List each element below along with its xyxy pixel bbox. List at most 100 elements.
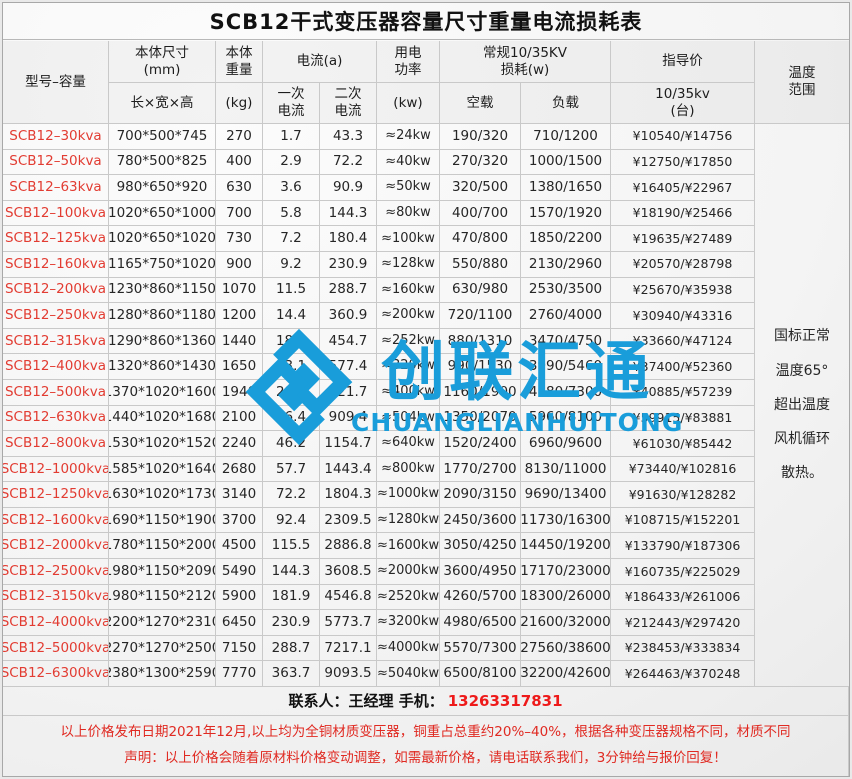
power-cell: ≈2000kw <box>377 559 440 585</box>
dims-cell: 1165*750*1020 <box>109 251 216 278</box>
dims-cell: 1320*860*1430 <box>109 354 216 380</box>
power-cell: ≈504kw <box>377 405 440 432</box>
primary-current-cell: 18.2 <box>263 328 320 355</box>
power-cell: ≈640kw <box>377 431 440 457</box>
temperature-note-line: 散热。 <box>781 465 823 482</box>
weight-cell: 2680 <box>216 456 263 483</box>
load-loss-cell: 21600/32000 <box>521 610 611 636</box>
power-cell: ≈100kw <box>377 226 440 252</box>
dims-cell: 2200*1270*2310 <box>109 610 216 636</box>
dims-cell: 1440*1020*1680 <box>109 405 216 432</box>
col-header-temperature: 温度 范围 <box>755 41 849 124</box>
primary-current-cell: 288.7 <box>263 635 320 662</box>
load-loss-cell: 1570/1920 <box>521 200 611 227</box>
model-cell: SCB12–6300kva <box>3 661 109 687</box>
model-cell: SCB12–5000kva <box>3 635 109 662</box>
dims-cell: 1290*860*1360 <box>109 328 216 355</box>
power-cell: ≈5040kw <box>377 661 440 687</box>
page-title: SCB12干式变压器容量尺寸重量电流损耗表 <box>3 3 849 40</box>
load-loss-cell: 2130/2960 <box>521 251 611 278</box>
price-notes: 以上价格发布日期2021年12月,以上均为全铜材质变压器，铜重占总重约20%–4… <box>3 716 849 776</box>
weight-cell: 900 <box>216 251 263 278</box>
model-cell: SCB12–160kva <box>3 251 109 278</box>
model-cell: SCB12–63kva <box>3 175 109 201</box>
power-cell: ≈4000kw <box>377 635 440 662</box>
price-note-line2: 声明：以上价格会随着原材料价格变动调整，如需最新价格，请电话联系我们，3分钟给与… <box>124 750 727 766</box>
noload-loss-cell: 550/880 <box>440 251 521 278</box>
secondary-current-cell: 909.4 <box>320 405 377 432</box>
noload-loss-cell: 190/320 <box>440 124 521 150</box>
load-loss-cell: 1850/2200 <box>521 226 611 252</box>
power-cell: ≈200kw <box>377 303 440 329</box>
noload-loss-cell: 4260/5700 <box>440 584 521 611</box>
dims-cell: 1020*650*1000 <box>109 200 216 227</box>
load-loss-cell: 27560/38600 <box>521 635 611 662</box>
power-cell: ≈3200kw <box>377 610 440 636</box>
weight-cell: 3700 <box>216 507 263 534</box>
noload-loss-cell: 990/1530 <box>440 354 521 380</box>
dims-cell: 1630*1020*1730 <box>109 482 216 508</box>
model-cell: SCB12–3150kva <box>3 584 109 611</box>
dims-cell: 2270*1270*2500 <box>109 635 216 662</box>
noload-loss-cell: 1160/1900 <box>440 379 521 406</box>
price-cell: ¥40885/¥57239 <box>611 379 755 406</box>
col-subheader-price-unit: 10/35kv (台) <box>611 83 755 124</box>
temperature-note-cell: 国标正常 温度65° 超出温度 风机循环 散热。 <box>755 124 849 687</box>
secondary-current-cell: 180.4 <box>320 226 377 252</box>
noload-loss-cell: 880/1310 <box>440 328 521 355</box>
primary-current-cell: 363.7 <box>263 661 320 687</box>
load-loss-cell: 710/1200 <box>521 124 611 150</box>
weight-cell: 5900 <box>216 584 263 611</box>
weight-cell: 730 <box>216 226 263 252</box>
dims-cell: 1585*1020*1640 <box>109 456 216 483</box>
load-loss-cell: 2530/3500 <box>521 277 611 304</box>
weight-cell: 270 <box>216 124 263 150</box>
secondary-current-cell: 7217.1 <box>320 635 377 662</box>
secondary-current-cell: 1154.7 <box>320 431 377 457</box>
price-cell: ¥16405/¥22967 <box>611 175 755 201</box>
model-cell: SCB12–400kva <box>3 354 109 380</box>
model-cell: SCB12–630kva <box>3 405 109 432</box>
power-cell: ≈80kw <box>377 200 440 227</box>
weight-cell: 400 <box>216 149 263 176</box>
price-cell: ¥33660/¥47124 <box>611 328 755 355</box>
load-loss-cell: 14450/19200 <box>521 533 611 560</box>
temperature-note-line: 温度65° <box>775 362 829 379</box>
secondary-current-cell: 721.7 <box>320 379 377 406</box>
dims-cell: 1230*860*1150 <box>109 277 216 304</box>
price-cell: ¥18190/¥25466 <box>611 200 755 227</box>
power-cell: ≈2520kw <box>377 584 440 611</box>
price-cell: ¥30940/¥43316 <box>611 303 755 329</box>
price-cell: ¥133790/¥187306 <box>611 533 755 560</box>
dims-cell: 780*500*825 <box>109 149 216 176</box>
secondary-current-cell: 1443.4 <box>320 456 377 483</box>
power-cell: ≈40kw <box>377 149 440 176</box>
weight-cell: 700 <box>216 200 263 227</box>
dims-cell: 1780*1150*2000 <box>109 533 216 560</box>
weight-cell: 1440 <box>216 328 263 355</box>
col-header-dimensions: 本体尺寸 (mm) <box>109 41 216 83</box>
noload-loss-cell: 5570/7300 <box>440 635 521 662</box>
secondary-current-cell: 144.3 <box>320 200 377 227</box>
noload-loss-cell: 4980/6500 <box>440 610 521 636</box>
model-cell: SCB12–2000kva <box>3 533 109 560</box>
model-cell: SCB12–800kva <box>3 431 109 457</box>
dims-cell: 1020*650*1020 <box>109 226 216 252</box>
dims-cell: 2380*1300*2590 <box>109 661 216 687</box>
weight-cell: 2100 <box>216 405 263 432</box>
price-cell: ¥37400/¥52360 <box>611 354 755 380</box>
power-cell: ≈50kw <box>377 175 440 201</box>
secondary-current-cell: 230.9 <box>320 251 377 278</box>
contact-phone: 13263317831 <box>447 691 563 710</box>
load-loss-cell: 5960/8100 <box>521 405 611 432</box>
weight-cell: 5490 <box>216 559 263 585</box>
weight-cell: 1070 <box>216 277 263 304</box>
weight-cell: 7770 <box>216 661 263 687</box>
noload-loss-cell: 3600/4950 <box>440 559 521 585</box>
weight-cell: 6450 <box>216 610 263 636</box>
col-header-price: 指导价 <box>611 41 755 83</box>
model-cell: SCB12–50kva <box>3 149 109 176</box>
secondary-current-cell: 454.7 <box>320 328 377 355</box>
col-subheader-lwh: 长×宽×高 <box>109 83 216 124</box>
load-loss-cell: 18300/26000 <box>521 584 611 611</box>
